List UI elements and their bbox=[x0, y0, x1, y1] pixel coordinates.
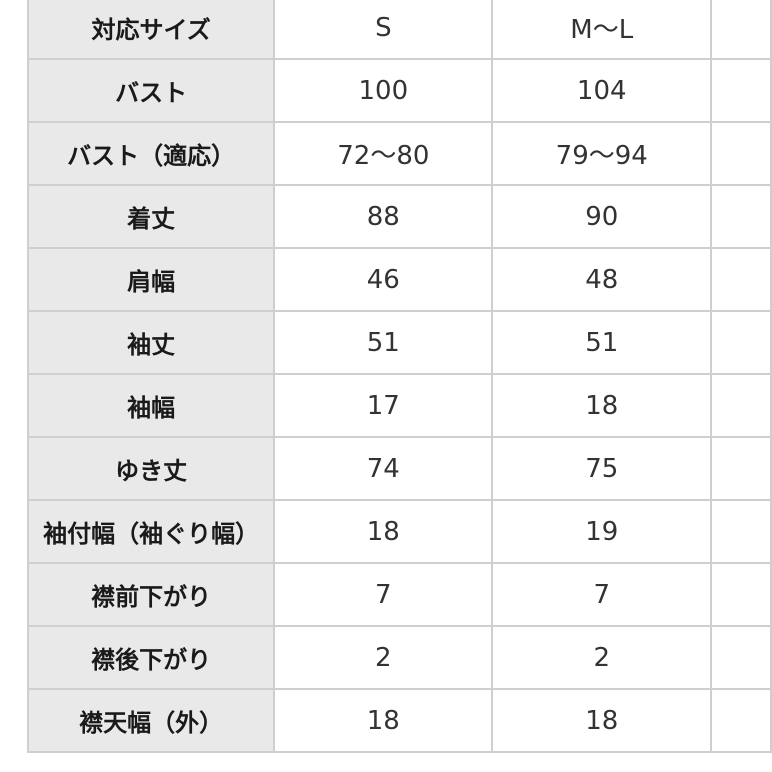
row-label: 袖付幅（袖ぐり幅） bbox=[26, 499, 276, 564]
value-s: 72〜80 bbox=[273, 121, 494, 186]
value-extra bbox=[710, 184, 772, 249]
value-ml: 51 bbox=[491, 310, 713, 375]
row-label: ゆき丈 bbox=[26, 436, 276, 501]
value-s: 100 bbox=[273, 58, 494, 123]
value-ml: 2 bbox=[491, 625, 713, 690]
table-row: バスト（適応） 72〜80 79〜94 bbox=[26, 121, 772, 186]
value-s: 7 bbox=[273, 562, 494, 627]
row-label: 着丈 bbox=[26, 184, 276, 249]
table-row: 袖幅 17 18 bbox=[26, 373, 772, 438]
table-row: 袖丈 51 51 bbox=[26, 310, 772, 375]
value-ml: 18 bbox=[491, 688, 713, 753]
table-row: 襟後下がり 2 2 bbox=[26, 625, 772, 690]
row-label: 襟後下がり bbox=[26, 625, 276, 690]
value-extra bbox=[710, 121, 772, 186]
table-row: 襟天幅（外） 18 18 bbox=[26, 688, 772, 753]
table-row: 袖付幅（袖ぐり幅） 18 19 bbox=[26, 499, 772, 564]
value-ml: 75 bbox=[491, 436, 713, 501]
value-ml: 48 bbox=[491, 247, 713, 312]
size-table: 対応サイズ S M〜L バスト 100 104 バスト（適応） 72〜80 79〜94 着丈… bbox=[26, 0, 772, 753]
value-extra bbox=[710, 499, 772, 564]
value-extra bbox=[710, 58, 772, 123]
value-s: 88 bbox=[273, 184, 494, 249]
value-s: 17 bbox=[273, 373, 494, 438]
header-size-s: S bbox=[273, 0, 494, 60]
value-ml: 18 bbox=[491, 373, 713, 438]
table-row: 着丈 88 90 bbox=[26, 184, 772, 249]
value-s: 74 bbox=[273, 436, 494, 501]
row-label: 襟天幅（外） bbox=[26, 688, 276, 753]
value-s: 18 bbox=[273, 688, 494, 753]
value-ml: 104 bbox=[491, 58, 713, 123]
value-extra bbox=[710, 688, 772, 753]
header-row: 対応サイズ S M〜L bbox=[26, 0, 772, 60]
header-size-ml: M〜L bbox=[491, 0, 713, 60]
row-label: 襟前下がり bbox=[26, 562, 276, 627]
row-label: バスト bbox=[26, 58, 276, 123]
header-size-extra bbox=[710, 0, 772, 60]
row-label: 肩幅 bbox=[26, 247, 276, 312]
row-label: 袖幅 bbox=[26, 373, 276, 438]
value-s: 51 bbox=[273, 310, 494, 375]
value-s: 46 bbox=[273, 247, 494, 312]
value-extra bbox=[710, 562, 772, 627]
value-ml: 19 bbox=[491, 499, 713, 564]
table-row: バスト 100 104 bbox=[26, 58, 772, 123]
value-extra bbox=[710, 625, 772, 690]
value-s: 2 bbox=[273, 625, 494, 690]
value-s: 18 bbox=[273, 499, 494, 564]
table-row: 襟前下がり 7 7 bbox=[26, 562, 772, 627]
row-label: 袖丈 bbox=[26, 310, 276, 375]
value-extra bbox=[710, 436, 772, 501]
value-ml: 7 bbox=[491, 562, 713, 627]
value-extra bbox=[710, 247, 772, 312]
table-row: 肩幅 46 48 bbox=[26, 247, 772, 312]
table-row: ゆき丈 74 75 bbox=[26, 436, 772, 501]
value-extra bbox=[710, 310, 772, 375]
row-label: バスト（適応） bbox=[26, 121, 276, 186]
header-size-label: 対応サイズ bbox=[26, 0, 276, 60]
value-ml: 90 bbox=[491, 184, 713, 249]
value-ml: 79〜94 bbox=[491, 121, 713, 186]
value-extra bbox=[710, 373, 772, 438]
